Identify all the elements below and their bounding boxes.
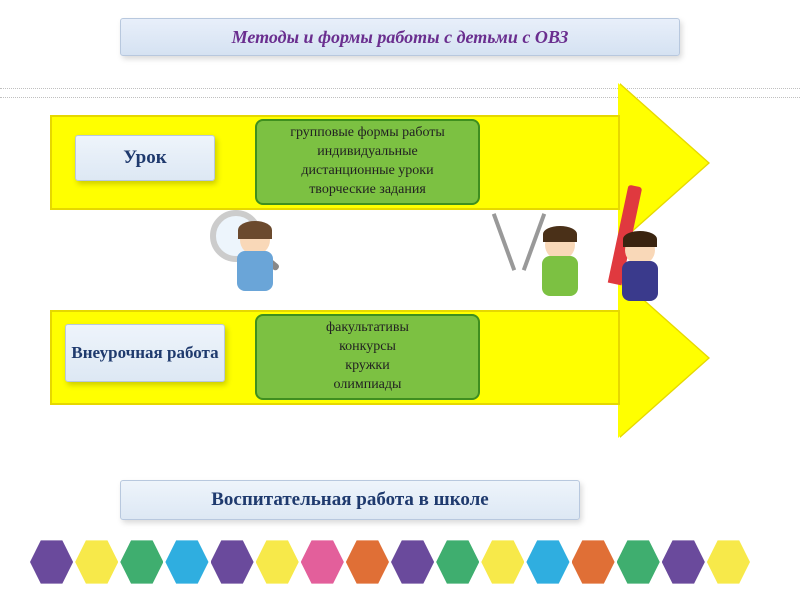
hexagon-icon [301,538,344,586]
label-extracurricular: Внеурочная работа [65,324,225,382]
content-item: конкурсы [339,338,396,357]
content-item: индивидуальные [317,143,417,162]
bottom-text: Воспитательная работа в школе [211,489,489,511]
hexagon-icon [572,538,615,586]
content-extracurricular: факультативы конкурсы кружки олимпиады [255,314,480,400]
hexagon-icon [211,538,254,586]
content-item: групповые формы работы [290,124,445,143]
content-item: творческие задания [309,181,426,200]
arrow-extracurricular: Внеурочная работа факультативы конкурсы … [50,310,710,405]
hexagon-icon [481,538,524,586]
content-item: кружки [345,357,389,376]
label-lesson-text: Урок [123,147,166,169]
label-lesson: Урок [75,135,215,181]
hexagon-icon [120,538,163,586]
child-pencil-icon [600,225,680,315]
title-bar: Методы и формы работы с детьми с ОВЗ [120,18,680,56]
label-extracurricular-text: Внеурочная работа [71,343,218,363]
hexagon-icon [75,538,118,586]
hexagon-icon [436,538,479,586]
content-lesson: групповые формы работы индивидуальные ди… [255,119,480,205]
title-text: Методы и формы работы с детьми с ОВЗ [232,27,569,48]
child-magnifier-icon [215,215,295,305]
content-item: дистанционные уроки [301,162,433,181]
hexagon-icon [707,538,750,586]
hexagon-icon [256,538,299,586]
hexagon-icon [346,538,389,586]
arrow-lesson: Урок групповые формы работы индивидуальн… [50,115,710,210]
hexagon-icon [662,538,705,586]
hexagon-icon [165,538,208,586]
hexagon-icon [617,538,660,586]
content-item: олимпиады [334,376,402,395]
hexagon-icon [30,538,73,586]
bottom-bar: Воспитательная работа в школе [120,480,580,520]
hexagon-icon [391,538,434,586]
content-item: факультативы [326,319,409,338]
hexagon-icon [526,538,569,586]
child-compass-icon [520,220,600,310]
hexagon-border [30,538,750,588]
